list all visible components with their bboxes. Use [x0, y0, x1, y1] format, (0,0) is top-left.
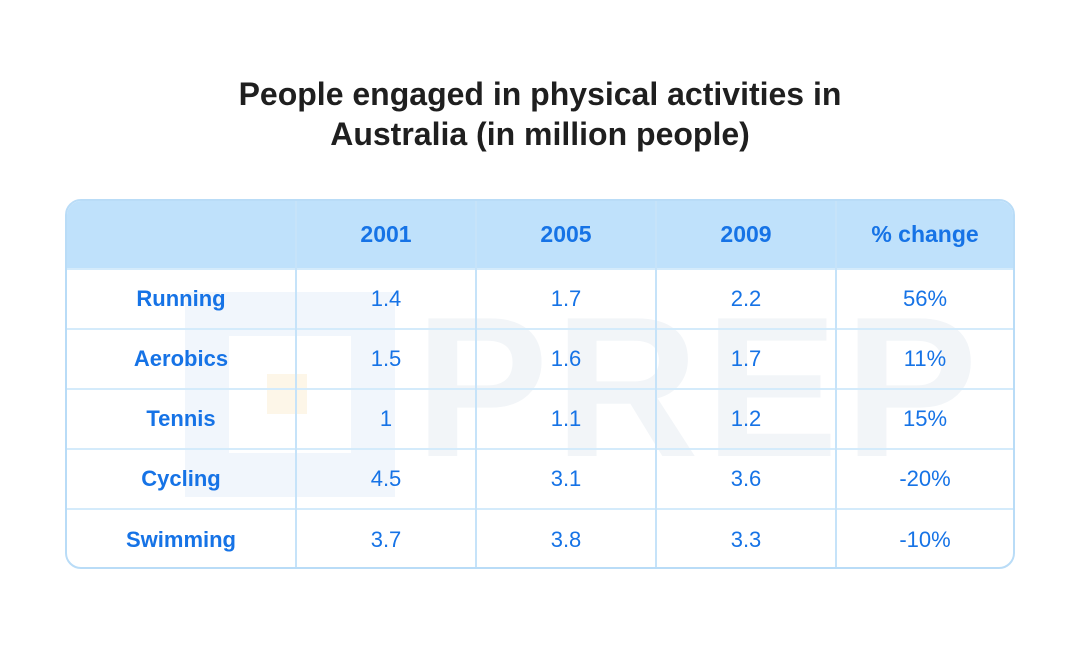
chart-title-line-2: Australia (in million people): [330, 116, 750, 152]
table-cell: 1.5: [296, 328, 477, 389]
chart-title: People engaged in physical activities in…: [0, 74, 1080, 154]
data-table: 2001 2005 2009 % change Running 1.4 1.7 …: [67, 201, 1013, 567]
table-cell: 2.2: [656, 268, 837, 329]
row-label-tennis: Tennis: [67, 388, 297, 449]
table-cell: 1.1: [476, 388, 657, 449]
table-cell: 1.2: [656, 388, 837, 449]
table-cell: 4.5: [296, 448, 477, 509]
table-cell: 1.7: [656, 328, 837, 389]
row-label-swimming: Swimming: [67, 508, 297, 567]
table-row: Aerobics 1.5 1.6 1.7 11%: [67, 328, 1013, 389]
table-cell: 3.1: [476, 448, 657, 509]
table-cell: 1: [296, 388, 477, 449]
table-row: Tennis 1 1.1 1.2 15%: [67, 388, 1013, 449]
table-cell: 3.3: [656, 508, 837, 567]
data-table-container: 2001 2005 2009 % change Running 1.4 1.7 …: [65, 199, 1015, 569]
table-row: Running 1.4 1.7 2.2 56%: [67, 268, 1013, 329]
table-row: Cycling 4.5 3.1 3.6 -20%: [67, 448, 1013, 509]
row-label-running: Running: [67, 268, 297, 329]
table-cell: 3.6: [656, 448, 837, 509]
table-cell-change: 15%: [836, 388, 1013, 449]
header-cell-percent-change: % change: [871, 221, 979, 247]
chart-title-line-1: People engaged in physical activities in: [238, 76, 842, 112]
table-cell-change: -20%: [836, 448, 1013, 509]
table-header-row: 2001 2005 2009 % change: [67, 201, 1013, 269]
row-label-aerobics: Aerobics: [67, 328, 297, 389]
table-cell-change: -10%: [836, 508, 1013, 567]
table-row: Swimming 3.7 3.8 3.3 -10%: [67, 508, 1013, 567]
header-cell-2009: 2009: [656, 201, 837, 269]
table-cell: 1.6: [476, 328, 657, 389]
header-cell-empty: [67, 201, 297, 269]
table-cell: 3.8: [476, 508, 657, 567]
table-cell: 1.4: [296, 268, 477, 329]
header-cell-2005: 2005: [476, 201, 657, 269]
table-cell: 1.7: [476, 268, 657, 329]
table-cell: 3.7: [296, 508, 477, 567]
header-cell-2001: 2001: [296, 201, 477, 269]
table-cell-change: 11%: [836, 328, 1013, 389]
row-label-cycling: Cycling: [67, 448, 297, 509]
table-cell-change: 56%: [836, 268, 1013, 329]
